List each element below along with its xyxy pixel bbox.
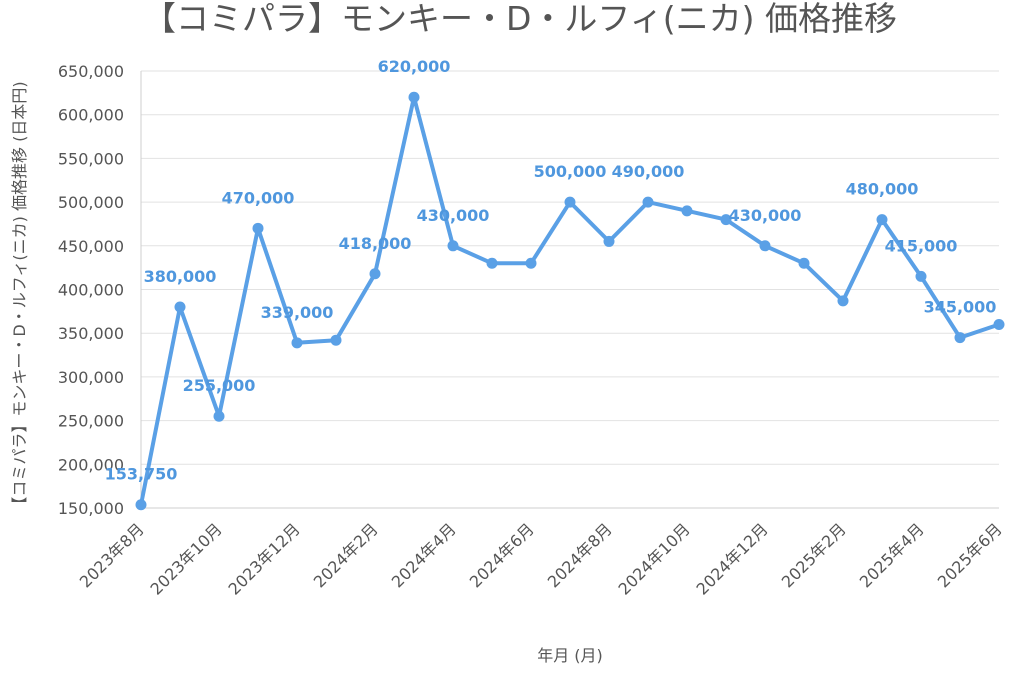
data-label: 418,000 — [339, 234, 412, 253]
data-point — [798, 257, 810, 269]
x-tick-label: 2024年10月 — [615, 519, 694, 598]
y-tick-label: 150,000 — [58, 499, 124, 518]
data-point — [759, 240, 771, 252]
data-label: 430,000 — [417, 206, 490, 225]
data-point — [252, 222, 264, 234]
data-label: 620,000 — [378, 57, 451, 76]
y-tick-label: 300,000 — [58, 368, 124, 387]
data-label: 345,000 — [924, 298, 997, 317]
data-point — [174, 301, 186, 313]
x-tick-label: 2023年10月 — [147, 519, 226, 598]
y-tick-label: 350,000 — [58, 324, 124, 343]
data-point — [525, 257, 537, 269]
data-point — [135, 499, 147, 511]
series-points — [135, 91, 1005, 511]
data-label: 500,000 — [534, 162, 607, 181]
y-tick-label: 450,000 — [58, 237, 124, 256]
data-labels: 153,750 380,000 255,000 470,000 339,000 418,0… — [105, 57, 997, 484]
data-point — [291, 337, 303, 349]
x-tick-label: 2024年6月 — [466, 519, 538, 591]
data-label: 430,000 — [729, 206, 802, 225]
data-point — [837, 295, 849, 307]
data-label: 415,000 — [885, 236, 958, 255]
y-tick-label: 500,000 — [58, 193, 124, 212]
data-label: 490,000 — [612, 162, 685, 181]
data-label: 470,000 — [222, 188, 295, 207]
data-point — [876, 214, 888, 226]
data-point — [564, 196, 576, 208]
x-tick-label: 2023年8月 — [76, 519, 148, 591]
data-point — [993, 318, 1005, 330]
data-point — [213, 410, 225, 422]
data-point — [408, 91, 420, 103]
chart-title: 【コミパラ】モンキー・D・ルフィ(ニカ) 価格推移 — [143, 0, 897, 38]
data-point — [915, 270, 927, 282]
data-label: 339,000 — [261, 303, 334, 322]
data-point — [330, 334, 342, 346]
data-point — [447, 240, 459, 252]
y-tick-label: 250,000 — [58, 412, 124, 431]
data-point — [369, 268, 381, 280]
x-tick-label: 2025年2月 — [778, 519, 850, 591]
x-tick-label: 2024年12月 — [693, 519, 772, 598]
y-tick-label: 400,000 — [58, 281, 124, 300]
data-point — [720, 214, 732, 226]
data-label: 480,000 — [846, 180, 919, 199]
x-axis-title: 年月 (月) — [537, 646, 603, 665]
data-point — [642, 196, 654, 208]
grid — [140, 70, 999, 509]
x-tick-label: 2024年4月 — [388, 519, 460, 591]
data-label: 255,000 — [183, 376, 256, 395]
data-label: 380,000 — [144, 267, 217, 286]
data-point — [486, 257, 498, 269]
y-tick-label: 600,000 — [58, 106, 124, 125]
data-point — [954, 332, 966, 344]
y-tick-label: 550,000 — [58, 149, 124, 168]
x-tick-label: 2023年12月 — [225, 519, 304, 598]
data-label: 153,750 — [105, 465, 178, 484]
y-tick-label: 650,000 — [58, 62, 124, 81]
x-tick-label: 2025年6月 — [934, 519, 1006, 591]
x-tick-label: 2024年8月 — [544, 519, 616, 591]
y-tick-label: 200,000 — [58, 455, 124, 474]
x-tick-label: 2025年4月 — [856, 519, 928, 591]
y-axis-title: 【コミパラ】モンキー・D・ルフィ(ニカ) 価格推移 (日本円) — [10, 81, 29, 512]
data-point — [681, 205, 693, 217]
y-axis-ticks: 150,000 200,000 250,000 300,000 350,000 400,0… — [58, 62, 124, 518]
data-point — [603, 235, 615, 247]
x-tick-label: 2024年2月 — [310, 519, 382, 591]
